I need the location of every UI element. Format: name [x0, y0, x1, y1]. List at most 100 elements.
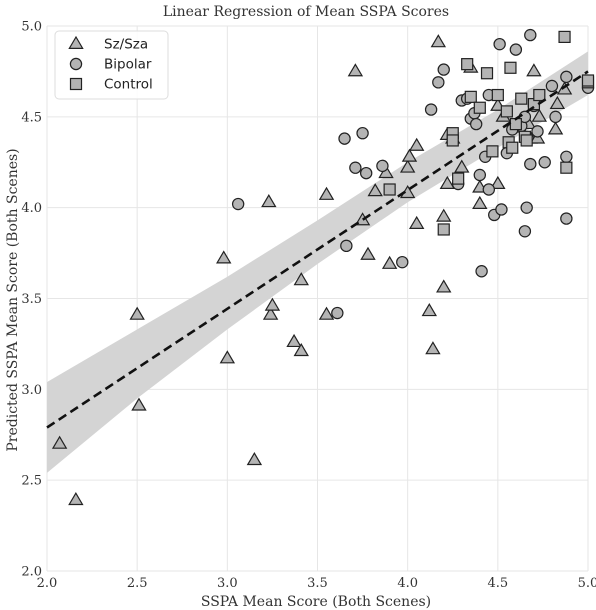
circle-point [396, 255, 409, 269]
legend-entry: Control [104, 77, 153, 93]
circle-point [231, 197, 245, 211]
legend-marker-circle [69, 57, 83, 71]
x-axis-label: SSPA Mean Score (Both Scenes) [201, 594, 431, 610]
triangle-point [318, 186, 335, 200]
y-tick-label: 3.5 [21, 292, 42, 307]
triangle-point [454, 159, 470, 173]
circle-point [340, 239, 353, 253]
triangle-point [246, 451, 263, 466]
triangle-point [381, 255, 398, 269]
square-point [464, 90, 477, 103]
circle-point [538, 156, 551, 169]
y-axis-label: Predicted SSPA Mean Score (Both Scenes) [5, 148, 21, 451]
data-points [51, 28, 595, 506]
square-point [520, 134, 533, 147]
triangle-point [347, 63, 364, 77]
y-tick-label: 2.0 [21, 565, 42, 580]
triangle-point [549, 95, 566, 110]
circle-point [493, 37, 506, 51]
y-tick-label: 4.5 [21, 110, 42, 125]
triangle-point [293, 342, 309, 357]
triangle-point [286, 333, 302, 348]
square-point [461, 58, 474, 71]
square-point [506, 141, 519, 154]
triangle-point [264, 297, 281, 311]
triangle-point [526, 63, 542, 77]
triangle-point [261, 194, 277, 208]
triangle-point [129, 306, 145, 320]
triangle-point [68, 491, 84, 506]
triangle-point [131, 397, 147, 411]
circle-point [560, 150, 573, 163]
series-sz-sza [51, 34, 573, 506]
square-point [486, 145, 499, 158]
regression-line [46, 70, 589, 429]
triangle-point [421, 303, 438, 317]
circle-point [509, 43, 523, 56]
circle-point [356, 126, 369, 140]
circle-point [475, 265, 488, 278]
x-tick-label: 4.5 [487, 576, 508, 591]
square-point [533, 88, 546, 102]
circle-point [560, 70, 573, 84]
square-point [558, 30, 571, 43]
triangle-point [367, 183, 383, 197]
circle-point [349, 161, 362, 174]
series-control [383, 30, 595, 236]
regression-line-path [46, 70, 589, 429]
square-point [581, 74, 595, 87]
square-point [504, 61, 517, 74]
square-point [473, 101, 486, 114]
triangle-point [408, 137, 425, 151]
circle-point [469, 117, 483, 131]
triangle-point [439, 175, 456, 189]
circle-point [545, 79, 559, 93]
square-point [491, 88, 504, 102]
square-point [500, 105, 513, 118]
x-tick-label: 4.0 [397, 576, 418, 591]
circle-point [482, 183, 496, 196]
x-tick-label: 3.0 [217, 576, 238, 591]
circle-point [359, 166, 373, 180]
triangle-point [318, 306, 335, 320]
circle-point [549, 110, 562, 124]
square-point [515, 92, 528, 105]
circle-point [338, 132, 351, 145]
square-point [560, 161, 573, 174]
chart-title: Linear Regression of Mean SSPA Scores [163, 4, 449, 20]
confidence-band [47, 51, 588, 473]
triangle-point [216, 250, 232, 264]
y-tick-label: 4.0 [21, 201, 42, 216]
triangle-point [425, 341, 441, 355]
triangle-point [531, 108, 548, 122]
circle-point [331, 306, 344, 320]
square-point [446, 134, 459, 147]
x-tick-label: 5.0 [578, 576, 596, 591]
circle-point [560, 212, 573, 225]
x-tick-label: 2.0 [37, 576, 58, 591]
circle-point [524, 157, 537, 171]
circle-point [524, 28, 537, 42]
legend-marker-triangle [68, 35, 84, 49]
circle-point [518, 225, 532, 238]
triangle-point [219, 350, 236, 364]
triangle-point [436, 279, 452, 293]
ci-band [47, 51, 588, 473]
square-point [480, 67, 494, 80]
triangle-point [547, 121, 564, 135]
triangle-point [51, 435, 68, 449]
circle-point [432, 76, 445, 89]
y-tick-label: 3.0 [21, 383, 42, 398]
triangle-point [490, 175, 506, 189]
legend-entry: Sz/Sza [104, 37, 148, 53]
square-point [452, 172, 465, 185]
circle-point [424, 103, 438, 116]
y-tick-label: 5.0 [21, 20, 42, 35]
triangle-point [408, 215, 425, 229]
triangle-point [360, 246, 376, 260]
square-point [383, 183, 396, 196]
circle-point [495, 203, 508, 216]
triangle-point [293, 272, 309, 286]
triangle-point [472, 195, 488, 209]
